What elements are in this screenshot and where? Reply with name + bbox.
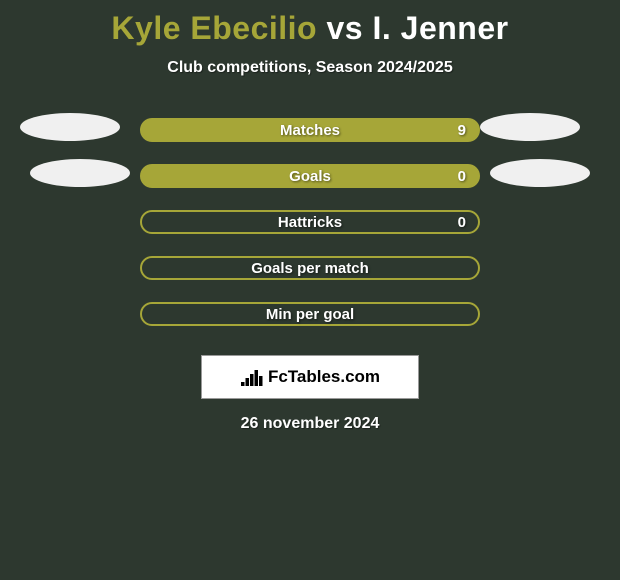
stat-row: Min per goal — [10, 291, 610, 337]
date-text: 26 november 2024 — [0, 415, 620, 433]
logo-box: FcTables.com — [201, 355, 419, 399]
left-ellipse — [30, 159, 130, 187]
vs-text: vs — [326, 10, 363, 46]
stat-bar: Min per goal — [140, 302, 480, 326]
player1-name: Kyle Ebecilio — [111, 10, 317, 46]
right-ellipse — [490, 251, 590, 279]
stat-label: Hattricks — [278, 214, 342, 231]
stat-label: Goals per match — [251, 260, 369, 277]
stat-value: 0 — [458, 214, 466, 231]
stat-label: Goals — [289, 168, 331, 185]
stat-row: Goals per match — [10, 245, 610, 291]
stat-label: Min per goal — [266, 306, 354, 323]
right-ellipse — [480, 113, 580, 141]
right-ellipse — [490, 159, 590, 187]
subtitle: Club competitions, Season 2024/2025 — [0, 59, 620, 77]
stat-row: Hattricks 0 — [10, 199, 610, 245]
stat-bar: Hattricks 0 — [140, 210, 480, 234]
left-ellipse — [30, 251, 130, 279]
stat-value: 9 — [458, 122, 466, 139]
left-ellipse — [30, 297, 130, 325]
left-ellipse — [30, 205, 130, 233]
stat-label: Matches — [280, 122, 340, 139]
right-ellipse — [490, 297, 590, 325]
stat-bar: Goals 0 — [140, 164, 480, 188]
fctables-logo-icon — [240, 368, 264, 386]
stat-value: 0 — [458, 168, 466, 185]
stat-row: Matches 9 — [10, 107, 610, 153]
stat-bar: Goals per match — [140, 256, 480, 280]
logo-text: FcTables.com — [268, 367, 380, 387]
comparison-chart: Matches 9 Goals 0 Hattricks 0 Goals per match M… — [0, 107, 620, 337]
left-ellipse — [20, 113, 120, 141]
comparison-title: Kyle Ebecilio vs I. Jenner — [0, 0, 620, 47]
right-ellipse — [490, 205, 590, 233]
player2-name: I. Jenner — [372, 10, 508, 46]
stat-bar: Matches 9 — [140, 118, 480, 142]
stat-row: Goals 0 — [10, 153, 610, 199]
